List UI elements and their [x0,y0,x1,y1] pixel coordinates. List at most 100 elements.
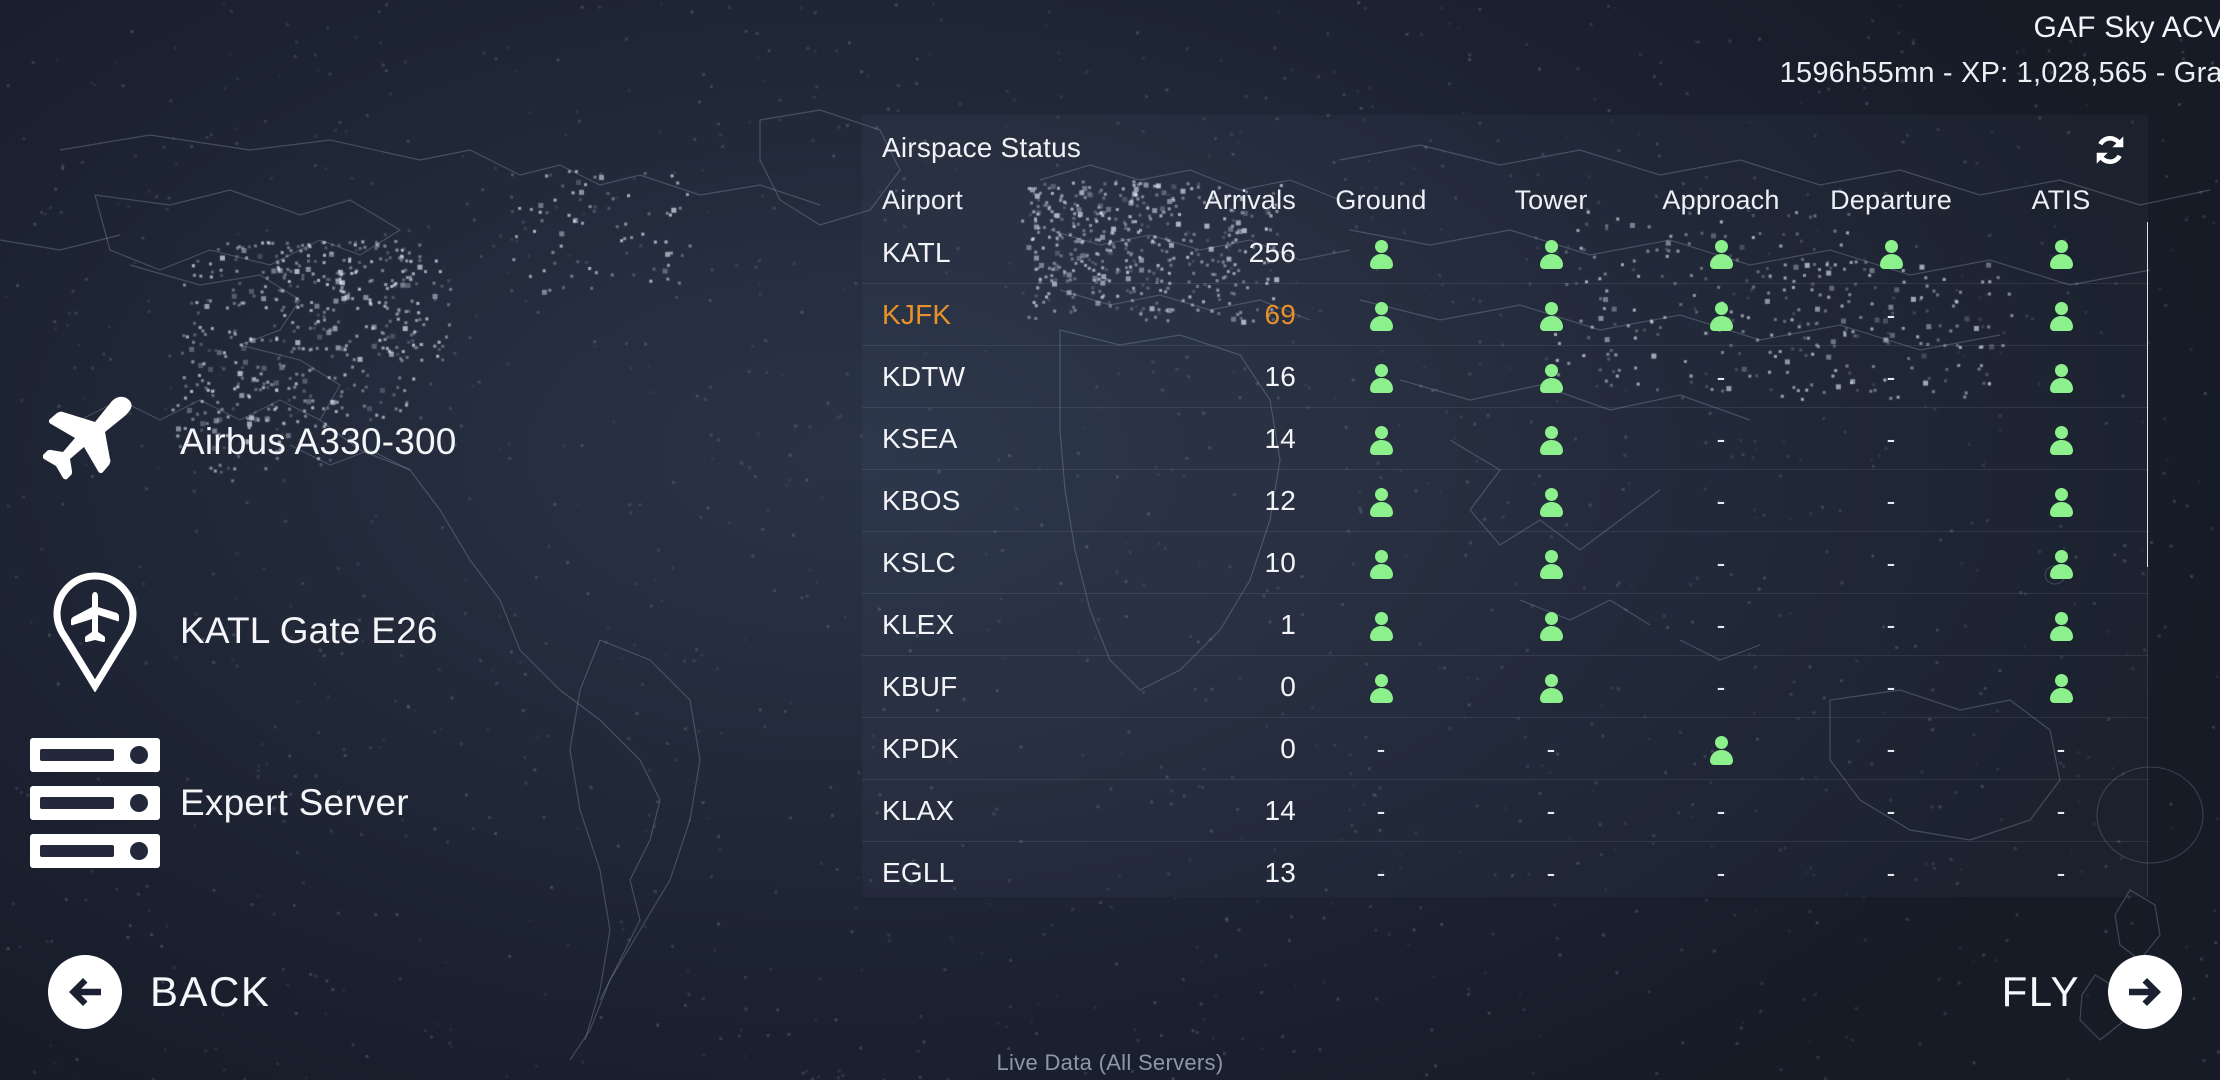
cell-airport: KDTW [882,360,966,392]
cell-tower [1466,485,1636,518]
cell-approach: - [1636,857,1806,889]
table-row[interactable]: KATL 256 [862,222,2148,284]
cell-airport: KPDK [882,732,960,764]
airplane-icon-glyph [43,396,132,480]
cell-tower: - [1466,733,1636,765]
cell-airport: KSEA [882,422,958,454]
cell-ground [1296,609,1466,642]
cell-airport: KATL [882,236,951,268]
atc-active-icon [2050,612,2073,642]
atc-active-icon [1710,736,1733,766]
table-row[interactable]: EGLL 13 - - - - - [862,842,2148,897]
airport-table-body[interactable]: KATL 256 KJFK 69- KDTW 16- - KSEA 14- - KBOS 12- - KS… [862,222,2148,897]
table-row[interactable]: KPDK 0 - - - - [862,718,2148,780]
server-icon-glyph [30,738,160,868]
atc-inactive-dash: - [1886,609,1896,640]
atc-inactive-dash: - [1716,423,1726,454]
atc-inactive-dash: - [1886,671,1896,702]
cell-atis [1976,485,2146,518]
atc-inactive-dash: - [1716,795,1726,826]
cell-arrivals: 1 [1280,608,1296,640]
cell-ground [1296,299,1466,332]
aircraft-label: Airbus A330-300 [180,421,457,462]
cell-tower [1466,299,1636,332]
cell-airport: KBOS [882,484,961,516]
cell-tower [1466,671,1636,704]
atc-inactive-dash: - [1546,733,1556,764]
fly-label: FLY [2001,968,2080,1015]
column-header-approach: Approach [1662,184,1780,215]
cell-atis [1976,547,2146,580]
atc-inactive-dash: - [1886,733,1896,764]
table-row[interactable]: KLEX 1 - - [862,594,2148,656]
atc-active-icon [1540,364,1563,394]
atc-active-icon [1710,302,1733,332]
server-selector[interactable]: Expert Server [30,738,409,868]
table-row[interactable]: KBUF 0 - - [862,656,2148,718]
cell-departure: - [1806,299,1976,331]
cell-tower: - [1466,857,1636,889]
server-bar-1 [30,738,160,772]
table-row[interactable]: KDTW 16 - - [862,346,2148,408]
user-info: GAF Sky ACVA 1596h55mn - XP: 1,028,565 -… [920,8,2220,94]
cell-approach [1636,237,1806,270]
column-header-departure: Departure [1830,184,1952,215]
cell-airport: KLAX [882,794,955,826]
refresh-icon[interactable] [2087,127,2133,173]
cell-arrivals: 12 [1264,484,1296,516]
cell-ground [1296,423,1466,456]
cell-ground: - [1296,733,1466,765]
fly-arrow-icon-glyph [2129,978,2161,1006]
panel-scrollbar-thumb[interactable] [2147,222,2148,567]
fly-button[interactable]: FLY [2002,955,2182,1029]
aircraft-selector[interactable]: Airbus A330-300 [30,392,457,492]
atc-active-icon [1370,550,1393,580]
atc-active-icon [1370,612,1393,642]
atc-active-icon [1540,550,1563,580]
cell-ground [1296,547,1466,580]
cell-ground: - [1296,795,1466,827]
column-header-ground: Ground [1335,184,1427,215]
table-row[interactable]: KSEA 14 - - [862,408,2148,470]
table-row[interactable]: KBOS 12 - - [862,470,2148,532]
cell-approach: - [1636,795,1806,827]
atc-inactive-dash: - [1886,485,1896,516]
atc-inactive-dash: - [1886,795,1896,826]
user-stats: 1596h55mn - XP: 1,028,565 - Grade 3 [1779,57,2220,89]
cell-airport: EGLL [882,856,955,888]
cell-atis [1976,237,2146,270]
atc-active-icon [1540,488,1563,518]
atc-active-icon [1370,488,1393,518]
user-name: GAF Sky ACVA [2033,11,2220,44]
gate-selector[interactable]: KATL Gate E26 [30,570,438,692]
cell-atis: - [1976,795,2146,827]
refresh-icon-glyph [2096,136,2124,164]
cell-tower [1466,423,1636,456]
atc-active-icon [1540,612,1563,642]
atc-active-icon [1370,302,1393,332]
cell-departure: - [1806,485,1976,517]
cell-arrivals: 14 [1264,422,1296,454]
atc-active-icon [1540,240,1563,270]
fly-arrow-icon [2108,955,2182,1029]
back-button[interactable]: BACK [48,955,270,1029]
cell-arrivals: 10 [1264,546,1296,578]
back-label: BACK [150,968,271,1015]
table-row[interactable]: KSLC 10 - - [862,532,2148,594]
panel-scrollbar[interactable] [2147,222,2148,897]
cell-tower: - [1466,795,1636,827]
server-label: Expert Server [180,782,409,823]
atc-inactive-dash: - [2056,857,2066,888]
cell-atis: - [1976,733,2146,765]
atc-inactive-dash: - [1376,733,1386,764]
table-row[interactable]: KJFK 69 - [862,284,2148,346]
atc-inactive-dash: - [2056,795,2066,826]
atc-active-icon [2050,426,2073,456]
airspace-status-panel: Airspace Status Airport Arrivals Ground … [862,115,2148,897]
cell-arrivals: 0 [1280,670,1296,702]
cell-arrivals: 16 [1264,360,1296,392]
column-header-arrivals: Arrivals [1204,184,1296,215]
atc-active-icon [2050,240,2073,270]
table-row[interactable]: KLAX 14 - - - - - [862,780,2148,842]
